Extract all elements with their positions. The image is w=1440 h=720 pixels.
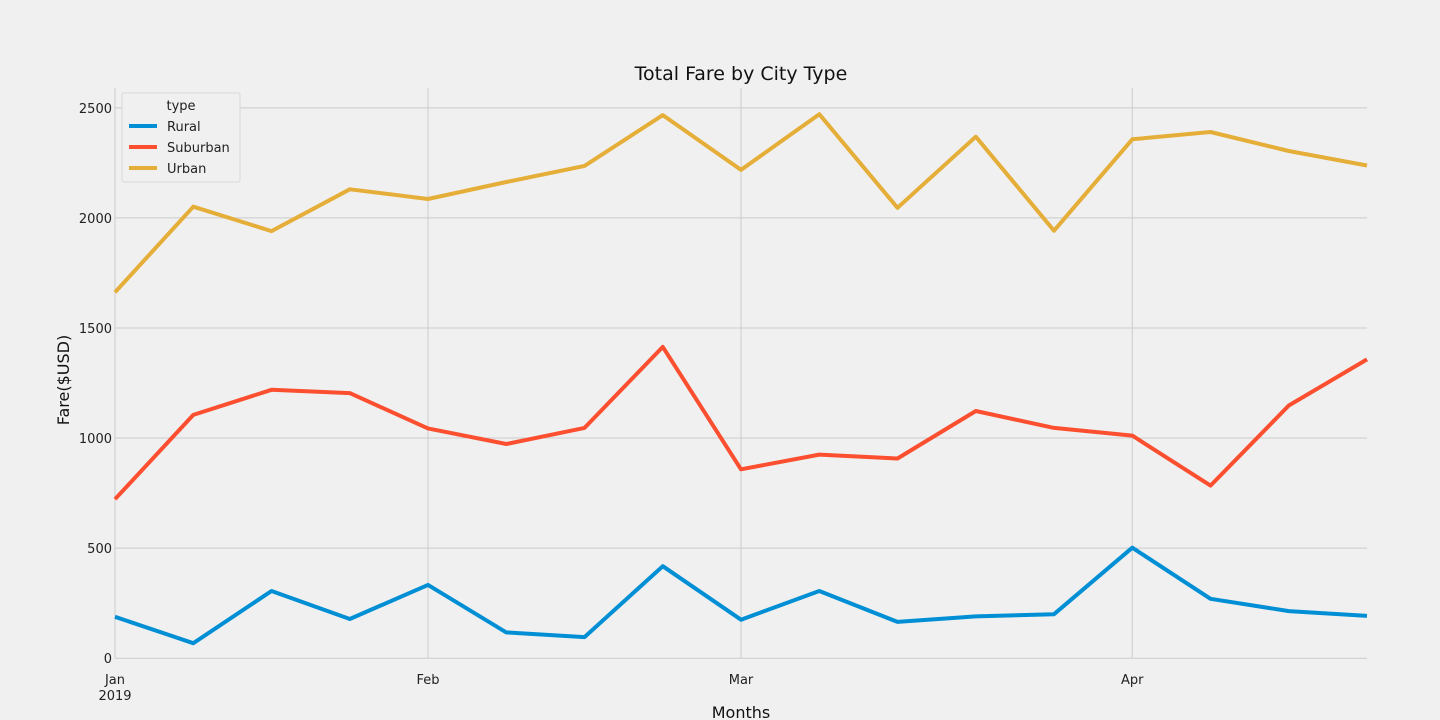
legend-label-urban: Urban bbox=[167, 162, 206, 177]
y-tick-label: 2000 bbox=[79, 212, 112, 227]
legend-items: Rural Suburban Urban bbox=[129, 120, 230, 177]
x-tick-label: Jan bbox=[104, 673, 125, 688]
x-tick-sublabel: 2019 bbox=[98, 689, 131, 704]
legend-title: type bbox=[166, 99, 195, 114]
legend-label-rural: Rural bbox=[167, 120, 201, 135]
legend: type Rural Suburban Urban bbox=[121, 92, 241, 183]
y-tick-label: 1500 bbox=[79, 322, 112, 337]
x-axis-title: Months bbox=[712, 703, 770, 720]
y-tick-label: 1000 bbox=[79, 432, 112, 447]
y-tick-label: 0 bbox=[104, 652, 112, 667]
y-axis-title: Fare($USD) bbox=[54, 335, 73, 425]
series-line-urban bbox=[113, 112, 1368, 294]
grid-lines bbox=[114, 88, 1367, 659]
chart-title: Total Fare by City Type bbox=[634, 63, 848, 85]
x-tick-label: Feb bbox=[416, 673, 439, 688]
x-tick-label: Mar bbox=[729, 673, 754, 688]
x-tick-label: Apr bbox=[1121, 673, 1144, 688]
series-line-suburban bbox=[113, 344, 1369, 501]
series-lines bbox=[113, 112, 1369, 646]
legend-box bbox=[121, 92, 241, 183]
y-tick-label: 500 bbox=[87, 542, 112, 557]
y-tick-label: 2500 bbox=[79, 102, 112, 117]
legend-label-suburban: Suburban bbox=[167, 141, 230, 156]
series-line-rural bbox=[114, 545, 1368, 646]
